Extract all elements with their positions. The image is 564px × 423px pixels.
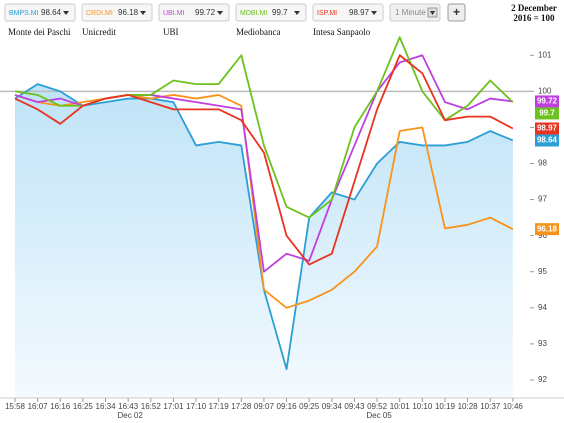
x-tick-label: 10:46 (503, 402, 524, 411)
x-tick-label: 17:10 (186, 402, 207, 411)
value-label: 99.72 (537, 97, 558, 106)
x-tick-label: 09:43 (344, 402, 365, 411)
x-tick-label: 10:01 (390, 402, 411, 411)
y-tick-label: 96 (538, 231, 547, 240)
annotation: 2016 = 100 (513, 13, 555, 23)
x-tick-label: 17:28 (231, 402, 252, 411)
ticker-value: 98.97 (349, 8, 370, 17)
x-tick-label: 15:58 (5, 402, 26, 411)
x-tick-label: 09:07 (254, 402, 275, 411)
add-label[interactable]: + (453, 5, 460, 19)
y-tick-label: 92 (538, 375, 547, 384)
ticker-name: BMPS.MI (9, 10, 39, 17)
interval-label: 1 Minute (395, 8, 426, 17)
annotation: 2 December (511, 3, 557, 13)
x-tick-label: 10:10 (412, 402, 433, 411)
add-button[interactable]: + (447, 3, 466, 22)
interval-selector[interactable]: 1 Minute (389, 3, 441, 22)
y-tick-label: 94 (538, 303, 547, 312)
y-tick-label: 97 (538, 195, 547, 204)
x-tick-label: 09:52 (367, 402, 388, 411)
x-tick-label: 16:25 (73, 402, 94, 411)
dropdown-arrow[interactable] (294, 11, 300, 15)
y-tick-label: 98 (538, 159, 547, 168)
company-label: Intesa Sanpaolo (313, 27, 371, 37)
area (15, 84, 513, 398)
x-tick-label: 17:01 (163, 402, 184, 411)
dropdown-arrow[interactable] (430, 11, 435, 15)
y-tick-label: 100 (538, 86, 552, 95)
add-box[interactable] (447, 3, 466, 22)
ticker-box[interactable] (312, 3, 384, 22)
series-line (14, 94, 514, 309)
ticker-box[interactable] (81, 3, 153, 22)
ticker-name: ISP.MI (317, 10, 337, 17)
value-label: 99.7 (539, 109, 555, 118)
ticker-selector[interactable]: ISP.MI 98.97 (312, 3, 384, 22)
x-tick-label: 16:52 (141, 402, 162, 411)
series-line (14, 54, 514, 266)
value-label: 96.18 (537, 224, 558, 233)
value-badge (535, 95, 559, 108)
x-tick-label: 16:34 (96, 402, 117, 411)
x-tick-label: 09:16 (277, 402, 298, 411)
value-badge (535, 134, 559, 147)
ticker-box[interactable] (235, 3, 307, 22)
dropdown-arrow[interactable] (63, 11, 69, 15)
company-label: Mediobanca (236, 27, 280, 37)
ticker-selector[interactable]: BMPS.MI 98.64 (4, 3, 76, 22)
value-label: 98.64 (537, 136, 558, 145)
ticker-name: MDBI.MI (240, 10, 267, 17)
x-tick-label: 10:37 (480, 402, 501, 411)
y-tick-label: 93 (538, 339, 547, 348)
y-tick-label: 101 (538, 50, 552, 59)
value-label: 98.97 (537, 124, 558, 133)
company-label: Unicredit (82, 27, 116, 37)
y-tick-label: 95 (538, 267, 547, 276)
ticker-selector[interactable]: CRDI.MI 96.18 (81, 3, 153, 22)
x-tick-label: 16:07 (28, 402, 49, 411)
x-tick-label: 10:28 (458, 402, 479, 411)
ticker-value: 99.72 (195, 8, 216, 17)
x-tick-label: 16:43 (118, 402, 139, 411)
ticker-selector[interactable]: MDBI.MI 99.7 (235, 3, 307, 22)
company-label: Monte dei Paschi (8, 27, 71, 37)
ticker-box[interactable] (4, 3, 76, 22)
company-label: UBI (163, 27, 179, 37)
ticker-box[interactable] (158, 3, 230, 22)
x-tick-label: 10:19 (435, 402, 456, 411)
x-tick-label: 09:25 (299, 402, 320, 411)
dropdown-arrow[interactable] (217, 11, 223, 15)
ticker-value: 99.7 (272, 8, 288, 17)
x-tick-label: 09:34 (322, 402, 343, 411)
ticker-selector[interactable]: UBI.MI 99.72 (158, 3, 230, 22)
ticker-value: 98.64 (41, 8, 62, 17)
ticker-name: UBI.MI (163, 10, 184, 17)
x-tick-label: 17:19 (209, 402, 230, 411)
value-badge (535, 223, 559, 236)
dropdown-arrow[interactable] (140, 11, 146, 15)
ticker-name: CRDI.MI (86, 10, 113, 17)
value-badge (535, 122, 559, 135)
ticker-value: 96.18 (118, 8, 139, 17)
date-label: Dec 02 (117, 411, 143, 420)
dropdown-arrow[interactable] (371, 11, 377, 15)
x-tick-label: 16:16 (50, 402, 71, 411)
date-label: Dec 05 (366, 411, 392, 420)
value-badge (535, 107, 559, 120)
